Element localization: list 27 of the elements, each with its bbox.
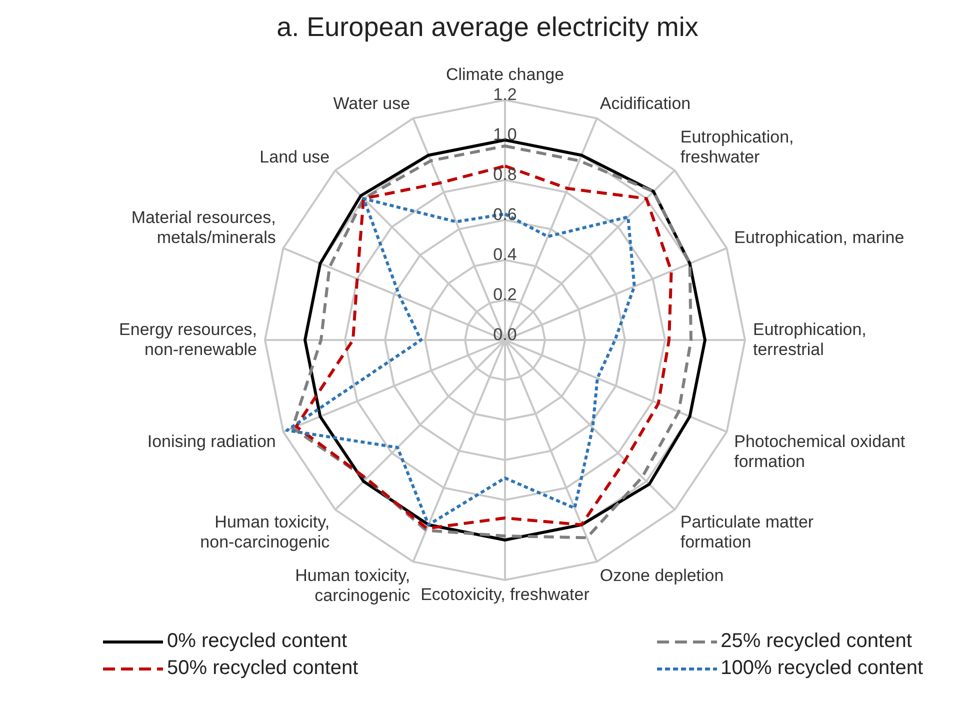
spoke-label: Ozone depletion xyxy=(600,566,724,586)
spoke-label: Climate change xyxy=(446,65,564,84)
legend-label: 100% recycled content xyxy=(720,657,923,680)
spoke-label: Ionising radiation xyxy=(147,432,276,451)
spoke-label: Human toxicity, non-carcinogenic xyxy=(200,512,330,552)
spoke-label: Water use xyxy=(333,94,410,113)
spoke-label: Particulate matter formation xyxy=(680,512,814,552)
spoke-label: Eutrophication, marine xyxy=(734,228,904,248)
spoke-label: Energy resources, non-renewable xyxy=(119,320,257,359)
legend-label: 0% recycled content xyxy=(167,630,348,653)
y-tick-label: 0.8 xyxy=(493,165,517,184)
y-tick-label: 0.4 xyxy=(493,245,517,264)
spoke-label: Eutrophication, freshwater xyxy=(680,128,794,167)
legend-label: 25% recycled content xyxy=(720,630,912,653)
spoke-label: Material resources, metals/minerals xyxy=(131,208,276,248)
y-tick-label: 0.2 xyxy=(493,285,517,304)
spoke-label: Acidification xyxy=(600,94,691,113)
spoke-label: Human toxicity, carcinogenic xyxy=(295,566,411,606)
y-tick-label: 1.0 xyxy=(493,125,517,144)
y-tick-label: 1.2 xyxy=(493,85,517,104)
spoke-label: Land use xyxy=(260,148,330,167)
chart-title: a. European average electricity mix xyxy=(276,12,700,43)
spoke-label: Ecotoxicity, freshwater xyxy=(420,585,590,604)
y-tick-label: 0.0 xyxy=(493,325,517,344)
spoke-label: Photochemical oxidant formation xyxy=(734,432,906,471)
legend-label: 50% recycled content xyxy=(167,657,358,680)
spoke-label: Eutrophication, terrestrial xyxy=(753,320,866,359)
